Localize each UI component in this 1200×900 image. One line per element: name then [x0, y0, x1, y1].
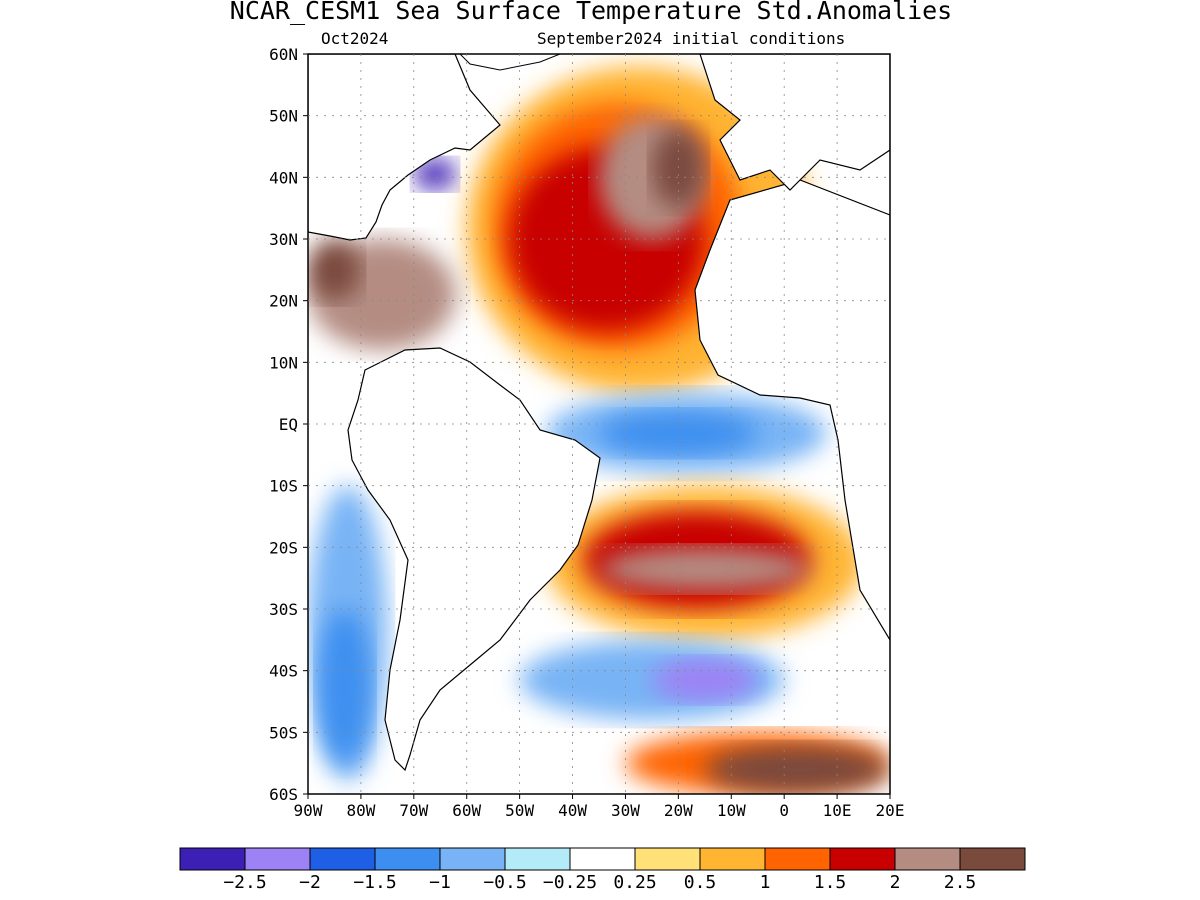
colorbar-label: −0.25 — [543, 872, 597, 893]
colorbar-swatch — [244, 847, 311, 871]
lon-label: 10E — [823, 801, 852, 820]
anomaly-patch-north-atlantic-max — [651, 128, 705, 209]
colorbar-swatch — [634, 847, 701, 871]
colorbar-swatch — [439, 847, 506, 871]
colorbar-label: −2 — [299, 872, 321, 893]
colorbar-swatch — [309, 847, 376, 871]
colorbar-swatch — [699, 847, 766, 871]
lon-label: 10W — [717, 801, 746, 820]
colorbar-swatch — [764, 847, 831, 871]
longitude-labels: 90W 80W 70W 60W 50W 40W 30W 20W 10W 0 10E 20E — [294, 801, 905, 820]
anomaly-patch-south-atlantic-peak — [599, 547, 811, 591]
colorbar-swatch — [179, 847, 246, 871]
colorbar-label: 2.5 — [944, 872, 977, 893]
graticule — [303, 53, 891, 799]
anomaly-patch-pacific-colder — [318, 609, 372, 764]
lon-label: 50W — [505, 801, 534, 820]
colorbar-label: −1 — [429, 872, 451, 893]
colorbar-label: −0.5 — [483, 872, 526, 893]
colorbar-label: 0.5 — [684, 872, 717, 893]
lon-label: 0 — [779, 801, 789, 820]
lat-label: 40S — [269, 662, 298, 681]
colorbar-label: 1 — [760, 872, 771, 893]
continents — [308, 54, 890, 772]
lat-label: 60S — [269, 785, 298, 804]
initial-conditions-label: September2024 initial conditions — [537, 29, 846, 48]
colorbar: −2.5 −2 −1.5 −1 −0.5 −0.25 0.25 0.5 1 1.5 2 2.5 — [179, 847, 1026, 893]
anomaly-patch-southern-ocean-peak — [704, 744, 890, 794]
colorbar-swatch — [569, 847, 636, 871]
lat-label: 20S — [269, 538, 298, 557]
anomaly-patch-caribbean-max — [308, 239, 361, 301]
north-america-land — [308, 54, 501, 241]
europe-land — [699, 54, 890, 191]
lat-label: 30S — [269, 600, 298, 619]
lon-label: 70W — [399, 801, 428, 820]
lat-label: 20N — [269, 292, 298, 311]
lon-label: 40W — [558, 801, 587, 820]
map-title: NCAR_CESM1 Sea Surface Temperature Std.A… — [229, 0, 953, 25]
anomaly-patch-southern-colder — [651, 658, 758, 702]
lat-label: 10S — [269, 477, 298, 496]
lon-label: 30W — [611, 801, 640, 820]
lon-label: 20W — [664, 801, 693, 820]
colorbar-swatch — [374, 847, 441, 871]
colorbar-swatch — [829, 847, 896, 871]
anomaly-patch-equatorial-colder — [599, 411, 758, 455]
colorbar-swatch — [894, 847, 961, 871]
colorbar-label: 1.5 — [814, 872, 847, 893]
lat-label: 60N — [269, 45, 298, 64]
anomaly-field — [308, 66, 890, 794]
colorbar-swatch — [959, 847, 1026, 871]
forecast-month: Oct2024 — [321, 29, 389, 48]
lon-label: 80W — [346, 801, 375, 820]
lon-label: 90W — [294, 801, 323, 820]
colorbar-label: −1.5 — [353, 872, 396, 893]
south-america-land — [347, 347, 601, 772]
colorbar-label: 2 — [890, 872, 901, 893]
lat-label: 50N — [269, 107, 298, 126]
anomaly-patch-gulf-stream-cold — [413, 158, 457, 190]
colorbar-label: 0.25 — [613, 872, 656, 893]
lat-label: EQ — [279, 415, 298, 434]
latitude-labels: 60N 50N 40N 30N 20N 10N EQ 10S 20S 30S 40S 50S 60S — [269, 45, 298, 804]
colorbar-label: −2.5 — [223, 872, 266, 893]
lon-label: 60W — [452, 801, 481, 820]
lat-label: 40N — [269, 168, 298, 187]
africa-land — [694, 179, 890, 642]
colorbar-swatch — [504, 847, 571, 871]
lat-label: 10N — [269, 353, 298, 372]
greenland-land — [459, 54, 561, 71]
lon-label: 20E — [876, 801, 905, 820]
lat-label: 50S — [269, 723, 298, 742]
lat-label: 30N — [269, 230, 298, 249]
